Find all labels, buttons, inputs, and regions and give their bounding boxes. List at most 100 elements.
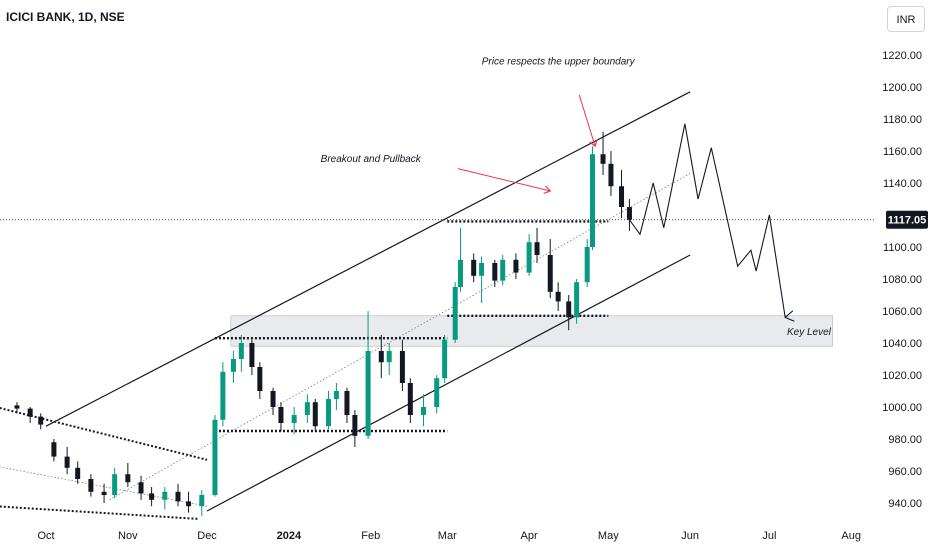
candle-37 xyxy=(434,375,440,414)
candle-body xyxy=(291,415,297,423)
candle-body xyxy=(101,491,107,495)
candle-body xyxy=(278,407,284,423)
candle-body xyxy=(175,491,181,502)
y-tick-label: 1100.00 xyxy=(883,242,922,254)
candle-42 xyxy=(479,256,485,303)
x-tick-label: Apr xyxy=(521,530,538,542)
candle-50 xyxy=(566,295,572,331)
candle-47 xyxy=(534,227,540,263)
candle-body xyxy=(199,495,205,507)
annotation-arrow-1 xyxy=(457,168,550,191)
candle-38 xyxy=(442,335,448,383)
old-channel-bottom-line xyxy=(0,505,200,520)
candle-14 xyxy=(186,491,192,513)
candle-10 xyxy=(138,475,144,500)
x-tick-label: Dec xyxy=(197,530,217,542)
candle-body xyxy=(479,263,485,276)
annotation-1: Breakout and Pullback xyxy=(321,154,422,165)
candle-body xyxy=(492,263,498,281)
candle-body xyxy=(471,259,477,276)
candle-body xyxy=(304,402,310,415)
candle-26 xyxy=(312,399,318,431)
candle-body xyxy=(555,291,561,302)
candle-28 xyxy=(333,383,339,411)
y-tick-label: 1080.00 xyxy=(882,274,922,286)
candle-54 xyxy=(600,131,606,175)
candle-30 xyxy=(352,410,358,447)
candle-56 xyxy=(619,170,625,219)
key-level-zone xyxy=(230,315,834,347)
currency-button[interactable]: INR xyxy=(887,6,925,32)
candle-18 xyxy=(230,351,236,383)
candle-20 xyxy=(249,339,255,375)
candle-35 xyxy=(407,378,413,423)
candle-body xyxy=(566,301,572,318)
candle-body xyxy=(230,359,236,372)
y-tick-label: 1020.00 xyxy=(882,370,922,382)
y-tick-label: 1000.00 xyxy=(882,402,922,414)
last-price-badge xyxy=(886,210,928,229)
candle-17 xyxy=(220,362,226,427)
candle-body xyxy=(333,391,339,399)
candle-body xyxy=(452,287,458,340)
candle-body xyxy=(407,383,413,415)
y-tick-label: 1140.00 xyxy=(883,178,922,190)
candle-body xyxy=(64,456,70,468)
candle-34 xyxy=(399,339,405,391)
x-tick-label: Aug xyxy=(841,530,861,542)
candle-body xyxy=(608,163,614,187)
candle-body xyxy=(312,402,318,427)
y-tick-label: 980.00 xyxy=(888,434,922,446)
candle-16 xyxy=(212,415,218,497)
candle-body xyxy=(399,351,405,383)
channel-lower-line xyxy=(206,254,691,512)
candle-body xyxy=(457,259,463,287)
candle-body xyxy=(125,474,131,483)
candle-body xyxy=(112,474,118,495)
candle-39 xyxy=(452,282,458,343)
candle-40 xyxy=(457,227,463,292)
candle-body xyxy=(500,259,506,281)
candle-body xyxy=(186,501,192,507)
candle-44 xyxy=(500,255,506,286)
candle-27 xyxy=(325,391,331,430)
candle-body xyxy=(584,247,590,283)
candle-body xyxy=(88,479,94,492)
candle-19 xyxy=(238,335,244,372)
candle-body xyxy=(257,367,263,391)
annotation-2: Key Level xyxy=(787,327,832,338)
candle-31 xyxy=(365,311,371,439)
candle-body xyxy=(526,242,532,273)
last-price-label: 1117.05 xyxy=(888,215,927,227)
candle-body xyxy=(547,255,553,292)
candle-body xyxy=(220,371,226,420)
candle-1 xyxy=(27,407,33,423)
candle-9 xyxy=(125,463,131,487)
candle-body xyxy=(513,259,519,273)
candle-25 xyxy=(304,394,310,423)
candle-4 xyxy=(64,447,70,475)
candle-2 xyxy=(38,413,44,430)
candle-33 xyxy=(386,343,392,375)
candle-body xyxy=(27,408,33,417)
chart-title: ICICI BANK, 1D, NSE xyxy=(6,10,125,24)
y-tick-label: 1060.00 xyxy=(882,306,922,318)
candle-41 xyxy=(471,253,477,283)
candle-body xyxy=(212,419,218,495)
candle-7 xyxy=(101,483,107,503)
candle-body xyxy=(14,405,20,409)
candle-6 xyxy=(88,474,94,497)
candle-body xyxy=(626,207,632,220)
candle-body xyxy=(270,391,276,407)
candle-36 xyxy=(421,394,427,427)
x-tick-label: Mar xyxy=(438,530,457,542)
candle-8 xyxy=(112,467,118,499)
y-tick-label: 1200.00 xyxy=(882,82,922,94)
candle-body xyxy=(600,154,606,164)
x-tick-label: Feb xyxy=(361,530,380,542)
candle-23 xyxy=(278,402,284,431)
candle-body xyxy=(434,378,440,407)
candle-0 xyxy=(14,402,20,414)
candle-48 xyxy=(547,239,553,299)
